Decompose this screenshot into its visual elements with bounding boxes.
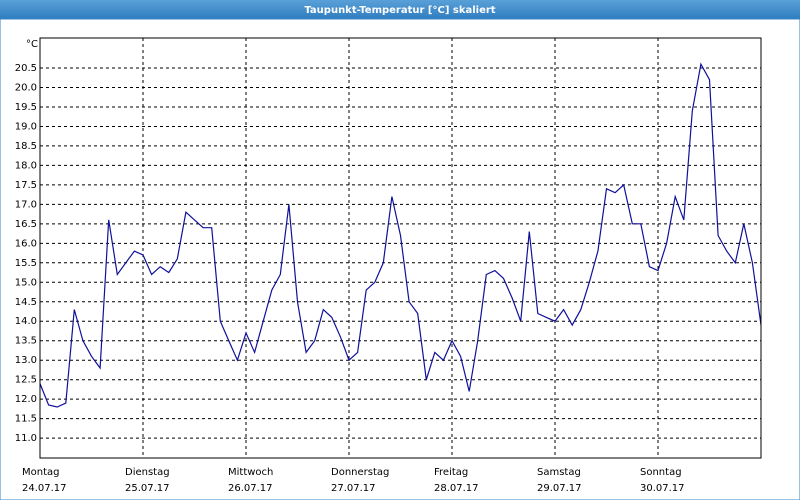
y-tick-label: 14.5: [15, 297, 37, 308]
y-tick-label: 12.0: [15, 394, 37, 405]
x-tick-label: Dienstag: [125, 467, 170, 478]
y-tick-label: 19.5: [15, 102, 37, 113]
x-tick-label: Mittwoch: [228, 467, 273, 478]
y-tick-label: 15.5: [15, 258, 37, 269]
y-tick-label: 17.0: [15, 199, 37, 210]
x-tick-label: Donnerstag: [331, 467, 389, 478]
data-line: [39, 62, 762, 408]
y-unit: °C: [26, 39, 38, 50]
y-tick-label: 13.5: [15, 336, 37, 347]
y-tick-label: 13.0: [15, 355, 37, 366]
y-tick-label: 14.0: [15, 316, 37, 327]
x-tick-date: 30.07.17: [640, 483, 685, 494]
x-tick-date: 24.07.17: [22, 483, 67, 494]
y-tick-label: 15.0: [15, 277, 37, 288]
y-tick-label: 20.5: [15, 63, 37, 74]
frame: [0, 18, 800, 500]
y-tick-label: 18.0: [15, 160, 37, 171]
x-tick-label: Samstag: [537, 467, 581, 478]
x-tick-date: 25.07.17: [125, 483, 170, 494]
y-tick-label: 11.5: [15, 414, 37, 425]
y-tick-label: 19.0: [15, 121, 37, 132]
x-tick-date: 27.07.17: [331, 483, 376, 494]
y-tick-label: 20.0: [15, 82, 37, 93]
y-tick-label: 12.5: [15, 375, 37, 386]
y-tick-label: 17.5: [15, 180, 37, 191]
x-tick-date: 28.07.17: [434, 483, 479, 494]
x-tick-date: 29.07.17: [537, 483, 582, 494]
y-tick-label: 16.5: [15, 219, 37, 230]
x-tick-label: Freitag: [434, 467, 468, 478]
y-tick-label: 18.5: [15, 141, 37, 152]
plot-border: [39, 37, 762, 459]
y-tick-label: 11.0: [15, 433, 37, 444]
x-tick-label: Montag: [22, 467, 59, 478]
x-tick-label: Sonntag: [640, 467, 682, 478]
y-tick-label: 16.0: [15, 238, 37, 249]
chart-title: Taupunkt-Temperatur [°C] skaliert: [304, 5, 495, 16]
title-bar: [0, 0, 800, 19]
x-tick-date: 26.07.17: [228, 483, 273, 494]
